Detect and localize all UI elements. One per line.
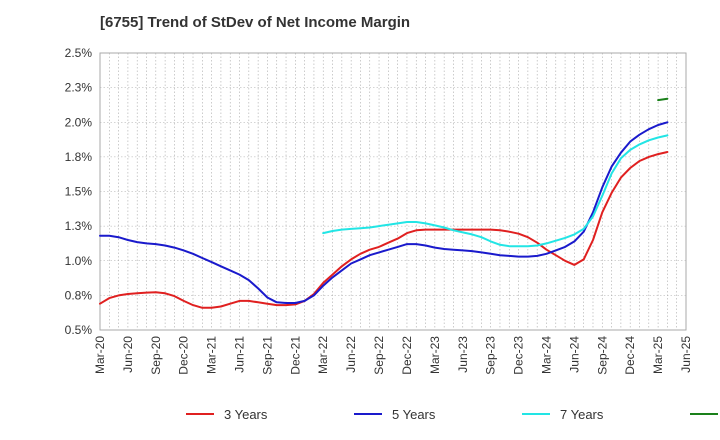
x-tick-label: Sep-20 [149,336,163,375]
y-tick-label: 1.0% [65,254,93,268]
y-tick-label: 2.0% [65,115,93,129]
x-tick-label: Sep-24 [595,336,609,375]
y-tick-label: 1.5% [65,185,93,199]
x-tick-label: Jun-25 [679,336,693,373]
series-line-10-years [657,97,669,102]
x-tick-label: Dec-22 [400,336,414,375]
x-tick-label: Jun-24 [567,336,581,373]
x-tick-label: Sep-22 [372,336,386,375]
x-tick-label: Sep-23 [484,336,498,375]
legend-label: 7 Years [560,407,604,422]
y-tick-label: 0.5% [65,323,93,337]
x-tick-label: Mar-22 [316,336,330,374]
x-tick-label: Mar-20 [93,336,107,374]
x-tick-label: Dec-21 [288,336,302,375]
x-tick-label: Jun-20 [121,336,135,373]
x-tick-label: Jun-22 [344,336,358,373]
x-tick-label: Jun-21 [233,336,247,373]
y-tick-label: 2.5% [65,46,93,60]
x-tick-label: Dec-20 [177,336,191,375]
axes: 0.5% 0.8% 1.0% 1.3% 1.5% 1.8% 2.0% 2.3% 2.5% Mar-… [65,46,693,375]
x-tick-label: Mar-23 [428,336,442,374]
x-tick-label: Mar-25 [651,336,665,374]
x-tick-label: Dec-23 [512,336,526,375]
x-tick-label: Mar-24 [539,336,553,374]
x-tick-label: Sep-21 [260,336,274,375]
series-line-5-years [99,121,669,304]
chart-title: [6755] Trend of StDev of Net Income Marg… [100,14,411,31]
series-line-7-years [322,134,669,248]
x-tick-label: Dec-24 [623,336,637,375]
y-tick-label: 2.3% [65,81,93,95]
y-tick-label: 1.8% [65,150,93,164]
series-line-3-years [99,151,669,309]
x-tick-label: Mar-21 [205,336,219,374]
x-tick-label: Jun-23 [456,336,470,373]
series-lines [99,97,669,309]
legend-label: 3 Years [224,407,268,422]
grid [99,52,687,331]
y-tick-label: 1.3% [65,219,93,233]
y-tick-label: 0.8% [65,288,93,302]
legend-label: 5 Years [392,407,436,422]
